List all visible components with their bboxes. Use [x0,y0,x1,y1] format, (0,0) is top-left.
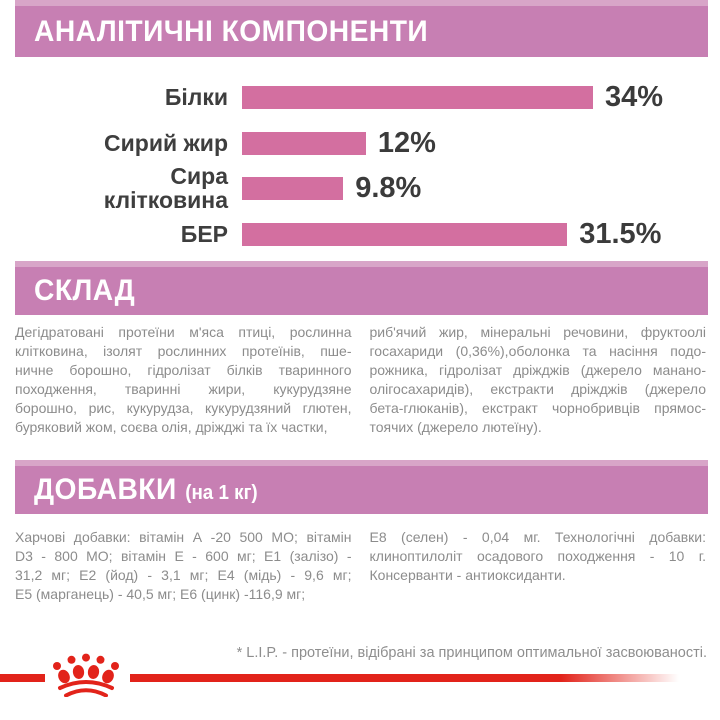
composition-header: СКЛАД [15,261,708,315]
composition-title: СКЛАД [34,274,136,307]
text-line: Е8 (селен) - 0,04 мг. Технологічні добав… [369,529,707,545]
bar-row: Сирий жир 12% [15,121,705,167]
additives-title-suffix: (на 1 кг) [185,482,258,504]
text-line: риб'ячий жир, мінеральні речовини, фрукт… [369,324,707,340]
text-line: олігосахаридів), екстракти дріжджів (дже… [369,381,707,397]
bar [242,222,568,246]
bar-value-label: 9.8% [355,172,422,205]
text-line: Е5 (марганець) - 40,5 мг; Е6 (цинк) -116… [15,586,306,602]
additives-text: Харчові добавки: вітамін А -20 500 МО; в… [15,528,706,604]
analytical-components-header: АНАЛІТИЧНІ КОМПОНЕНТИ [15,0,708,57]
bar-category-label: Сирий жир [104,129,228,156]
bar-value-label: 34% [605,81,664,114]
additives-column-left: Харчові добавки: вітамін А -20 500 МО; в… [15,528,352,604]
text-line: клиноптилоліт осадового походження - 10 … [369,548,707,564]
composition-text: Дегідратовані протеїни м'яса птиці, росл… [15,323,706,437]
analytical-components-title: АНАЛІТИЧНІ КОМПОНЕНТИ [34,14,429,48]
additives-header: ДОБАВКИ (на 1 кг) [15,460,708,514]
additives-column-right: Е8 (селен) - 0,04 мг. Технологічні добав… [370,528,707,604]
bar-value-label: 12% [377,126,436,159]
text-line: тоячих (джерело лютеїну). [369,419,542,435]
brand-rule-right [130,674,720,682]
bar-category-label: Білки [164,84,228,111]
bar-row: Білки 34% [15,75,705,121]
text-line: походження, тваринні жири, кукурудзяне [15,381,352,397]
text-line: Консерванти - антиоксиданти. [369,567,566,583]
text-line: госахариди (0,36%),оболонка та насіння п… [369,343,707,359]
text-line: бета-глюканів), екстракт чорнобривців пр… [369,400,707,416]
text-line: клітковина, ізолят рослинних протеїнів, … [15,343,352,359]
bar-row: БЕР 31.5% [15,212,705,258]
bar-category-label: БЕР [180,220,228,247]
bar-row: Сира клітковина 9.8% [15,163,705,213]
royal-canin-crown-logo [53,653,119,697]
text-line: ничне борошно, гідролізат білків тваринн… [15,362,352,378]
analytical-components-chart: Білки 34% Сирий жир 12% Сира клітковина 9.8% Б… [15,75,705,257]
text-line: 31,2 мг; Е2 (йод) - 3,1 мг; Е4 (мідь) - … [15,567,352,583]
composition-column-left: Дегідратовані протеїни м'яса птиці, росл… [15,323,352,437]
bar [242,86,593,110]
text-line: рожника, гідролізат дріжджів (джерело ма… [369,362,707,378]
bar [242,131,366,155]
bar-value-label: 31.5% [579,217,662,250]
composition-column-right: риб'ячий жир, мінеральні речовини, фрукт… [370,323,707,437]
bar [242,177,344,201]
additives-title: ДОБАВКИ [34,473,177,506]
text-line: борошно, рис, кукурудза, кукурудзяний гл… [15,400,352,416]
brand-rule-left [0,674,45,682]
bar-category-label: Сира клітковина [103,163,228,213]
text-line: Дегідратовані протеїни м'яса птиці, росл… [15,324,352,340]
text-line: D3 - 800 МО; вітамін Е - 600 мг; Е1 (зал… [15,548,352,564]
lip-footnote: * L.I.P. - протеїни, відібрані за принци… [236,645,707,661]
text-line: буряковий жом, соєва олія, дріжджі та їх… [15,419,328,435]
text-line: Харчові добавки: вітамін А -20 500 МО; в… [15,529,352,545]
